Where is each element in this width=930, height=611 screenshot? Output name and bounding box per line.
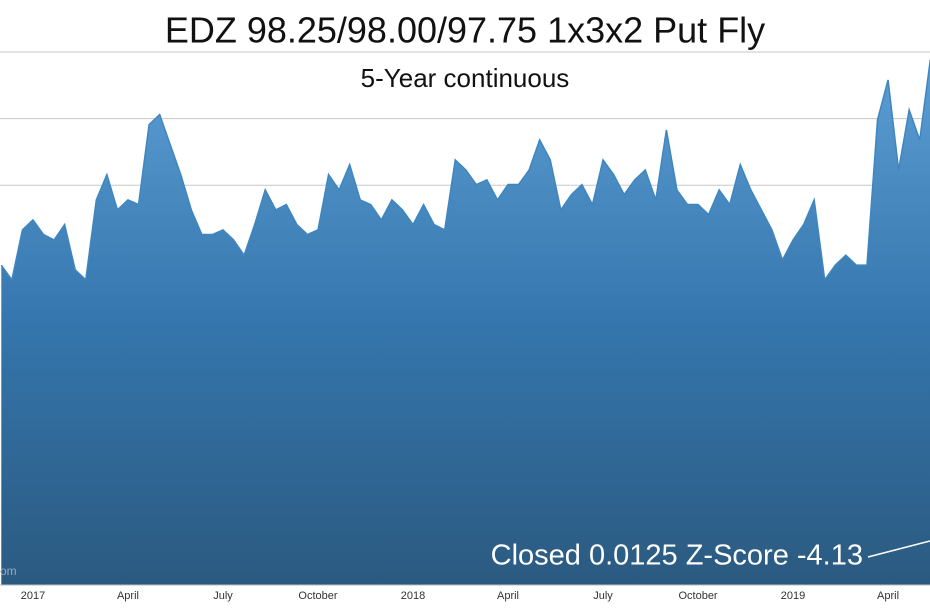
x-tick-label: April <box>877 590 899 602</box>
area <box>1 62 930 585</box>
line <box>0 59 930 282</box>
x-tick-label: July <box>213 590 233 602</box>
chart-subtitle: 5-Year continuous <box>361 63 570 93</box>
x-tick-label: July <box>593 590 613 602</box>
x-tick-label: 2018 <box>401 590 425 602</box>
annotation: Closed 0.0125 Z-Score -4.13 <box>491 540 863 572</box>
plot <box>0 59 930 585</box>
x-tick-label: October <box>298 590 337 602</box>
chart-title: EDZ 98.25/98.00/97.75 1x3x2 Put Fly <box>165 10 765 51</box>
annotation-leader <box>867 540 930 558</box>
watermark: om <box>0 564 17 578</box>
x-tick-label: 2019 <box>781 590 805 602</box>
x-tick-label: April <box>117 590 139 602</box>
x-tick-label: April <box>497 590 519 602</box>
x-tick-label: October <box>678 590 717 602</box>
x-tick-label: 2017 <box>21 590 45 602</box>
